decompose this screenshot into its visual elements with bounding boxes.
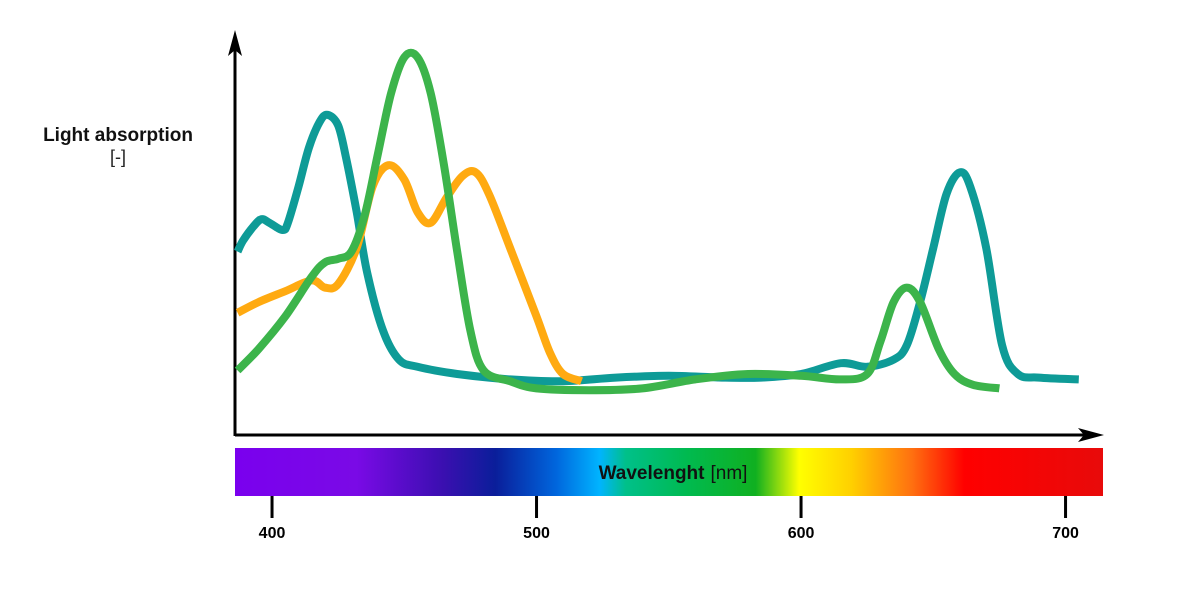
- y-axis: [228, 30, 242, 436]
- y-axis-unit: [-]: [110, 147, 126, 167]
- x-axis-arrowhead: [1078, 428, 1104, 442]
- x-axis: [235, 428, 1104, 442]
- y-axis-label: Light absorption: [43, 125, 193, 146]
- x-tick-label-700: 700: [1052, 525, 1079, 542]
- spectrum-bar: [235, 448, 1103, 496]
- x-tick-label-600: 600: [788, 525, 815, 542]
- series-line-2: [235, 161, 583, 386]
- curves-layer: [233, 48, 1079, 395]
- x-tick-label-500: 500: [523, 525, 550, 542]
- series-line-1: [233, 110, 1079, 386]
- x-ticks-layer: 400 500 600 700: [259, 496, 1079, 542]
- series-line-3: [234, 48, 1000, 395]
- x-tick-label-400: 400: [259, 525, 286, 542]
- x-axis-unit: [nm]: [710, 463, 747, 484]
- x-axis-label-text: Wavelenght: [599, 463, 706, 484]
- y-axis-arrowhead: [228, 30, 242, 56]
- x-axis-label: Wavelenght [nm]: [599, 463, 748, 484]
